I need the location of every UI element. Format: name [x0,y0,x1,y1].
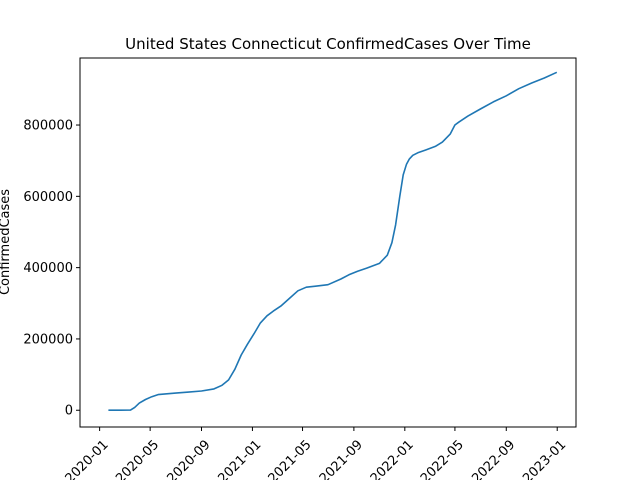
x-tick-label: 2020-05 [113,437,162,480]
chart-title: United States Connecticut ConfirmedCases… [125,35,531,53]
y-tick-label: 400000 [23,261,73,276]
x-tick-label: 2022-01 [368,437,417,480]
series-line-confirmed-cases [108,71,558,411]
y-axis: 0 200000 400000 600000 800000 [23,119,80,419]
y-tick-label: 800000 [23,119,73,134]
x-tick-label: 2021-01 [215,437,264,480]
x-tick-label: 2021-09 [317,437,366,480]
y-axis-label: ConfirmedCases [0,189,13,295]
y-tick-label: 200000 [23,332,73,347]
x-tick-label: 2022-09 [469,437,518,480]
x-tick-label: 2022-05 [418,437,467,480]
x-tick-label: 2021-05 [266,437,315,480]
y-tick-label: 600000 [23,190,73,205]
y-tick-label: 0 [65,404,73,419]
plot-area-frame [79,57,577,428]
x-tick-label: 2023-01 [520,437,569,480]
x-tick-label: 2020-09 [165,437,214,480]
x-axis: 2020-01 2020-05 2020-09 2021-01 2021-05 2021-… [63,427,569,480]
x-tick-label: 2020-01 [63,437,112,480]
